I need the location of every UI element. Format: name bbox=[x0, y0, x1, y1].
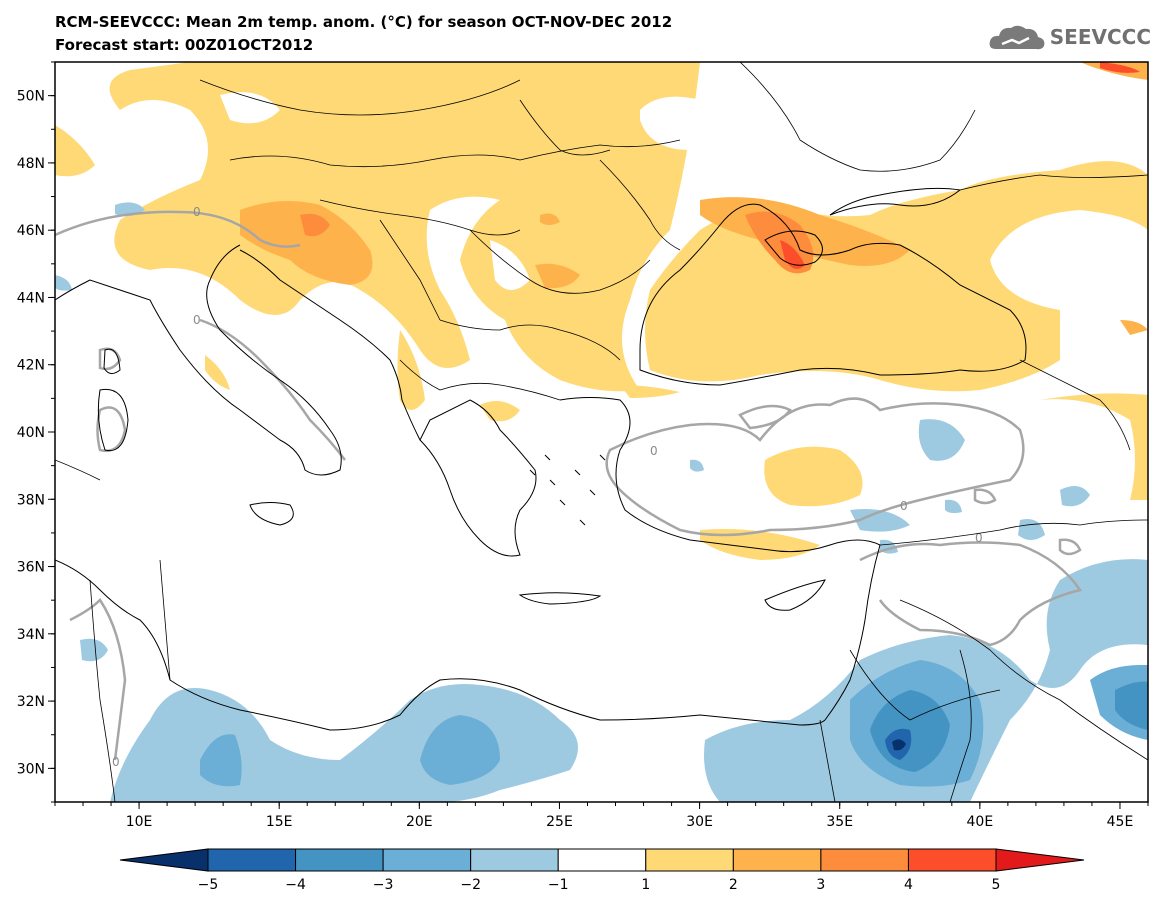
lat-tick-label: 34N bbox=[17, 627, 45, 643]
colorbar-label: 1 bbox=[641, 877, 650, 893]
zero-contours bbox=[55, 210, 1083, 761]
lat-tick-label: 32N bbox=[17, 694, 45, 710]
latitude-axis: 50N 48N 46N 44N 42N 40N 38N 36N 34N 32N 30N bbox=[17, 61, 55, 803]
lat-tick-label: 42N bbox=[17, 358, 45, 374]
colorbar-segment bbox=[557, 848, 647, 872]
lat-tick-label: 44N bbox=[17, 290, 45, 306]
lon-tick-label: 40E bbox=[967, 814, 994, 830]
svg-text:0: 0 bbox=[193, 313, 201, 327]
neutral-holes bbox=[220, 62, 920, 290]
lat-tick-label: 36N bbox=[17, 560, 45, 576]
colorbar-high-extend bbox=[995, 848, 1085, 872]
colorbar-segment bbox=[207, 848, 297, 872]
positive-anomaly-1-2 bbox=[55, 62, 1148, 560]
lat-tick-label: 40N bbox=[17, 425, 45, 441]
colorbar-label: −4 bbox=[285, 877, 306, 893]
lon-tick-label: 45E bbox=[1107, 814, 1134, 830]
lon-tick-label: 25E bbox=[546, 814, 573, 830]
svg-text:0: 0 bbox=[975, 531, 983, 545]
lat-tick-label: 38N bbox=[17, 492, 45, 508]
colorbar: −5 −4 −3 −2 −1 1 2 3 4 5 bbox=[119, 848, 1085, 893]
colorbar-segment bbox=[732, 848, 822, 872]
colorbar-label: −3 bbox=[373, 877, 394, 893]
colorbar-segment bbox=[645, 848, 734, 872]
colorbar-segment bbox=[382, 848, 472, 872]
lon-tick-label: 30E bbox=[686, 814, 713, 830]
colorbar-segment bbox=[907, 848, 997, 872]
colorbar-segment bbox=[295, 848, 384, 872]
colorbar-label: −5 bbox=[198, 877, 219, 893]
colorbar-label: −2 bbox=[460, 877, 481, 893]
lat-tick-label: 48N bbox=[17, 156, 45, 172]
lat-tick-label: 50N bbox=[17, 89, 45, 105]
cloud-icon bbox=[989, 25, 1045, 50]
lat-tick-label: 46N bbox=[17, 223, 45, 239]
svg-text:0: 0 bbox=[900, 499, 908, 513]
svg-text:0: 0 bbox=[112, 755, 120, 769]
lat-tick-label: 30N bbox=[17, 761, 45, 777]
map-title: RCM-SEEVCCC: Mean 2m temp. anom. (°C) fo… bbox=[55, 13, 673, 31]
lon-tick-label: 20E bbox=[406, 814, 433, 830]
lon-tick-label: 35E bbox=[826, 814, 853, 830]
colorbar-label: 5 bbox=[992, 877, 1001, 893]
svg-text:0: 0 bbox=[650, 444, 658, 458]
coastlines bbox=[55, 187, 1027, 731]
svg-text:0: 0 bbox=[193, 205, 201, 219]
forecast-start-label: Forecast start: 00Z01OCT2012 bbox=[55, 36, 314, 54]
colorbar-low-extend bbox=[119, 848, 209, 872]
colorbar-segment bbox=[470, 848, 559, 872]
lon-tick-label: 10E bbox=[126, 814, 153, 830]
longitude-axis: 10E 15E 20E 25E 30E 35E 40E 45E bbox=[54, 802, 1149, 830]
country-borders bbox=[55, 62, 1148, 802]
map-area: 0 0 0 0 0 0 bbox=[55, 62, 1148, 802]
lon-tick-label: 15E bbox=[266, 814, 293, 830]
colorbar-label: −1 bbox=[548, 877, 569, 893]
negative-anomaly-4-5 bbox=[885, 728, 912, 760]
colorbar-segment bbox=[820, 848, 909, 872]
colorbar-label: 4 bbox=[904, 877, 913, 893]
positive-anomaly-3-5 bbox=[300, 62, 1140, 274]
contour-labels: 0 0 0 0 0 0 bbox=[112, 205, 983, 769]
logo-text: SEEVCCC bbox=[1049, 25, 1151, 49]
seevccc-logo: SEEVCCC bbox=[988, 22, 1151, 52]
colorbar-label: 3 bbox=[816, 877, 825, 893]
colorbar-label: 2 bbox=[729, 877, 738, 893]
